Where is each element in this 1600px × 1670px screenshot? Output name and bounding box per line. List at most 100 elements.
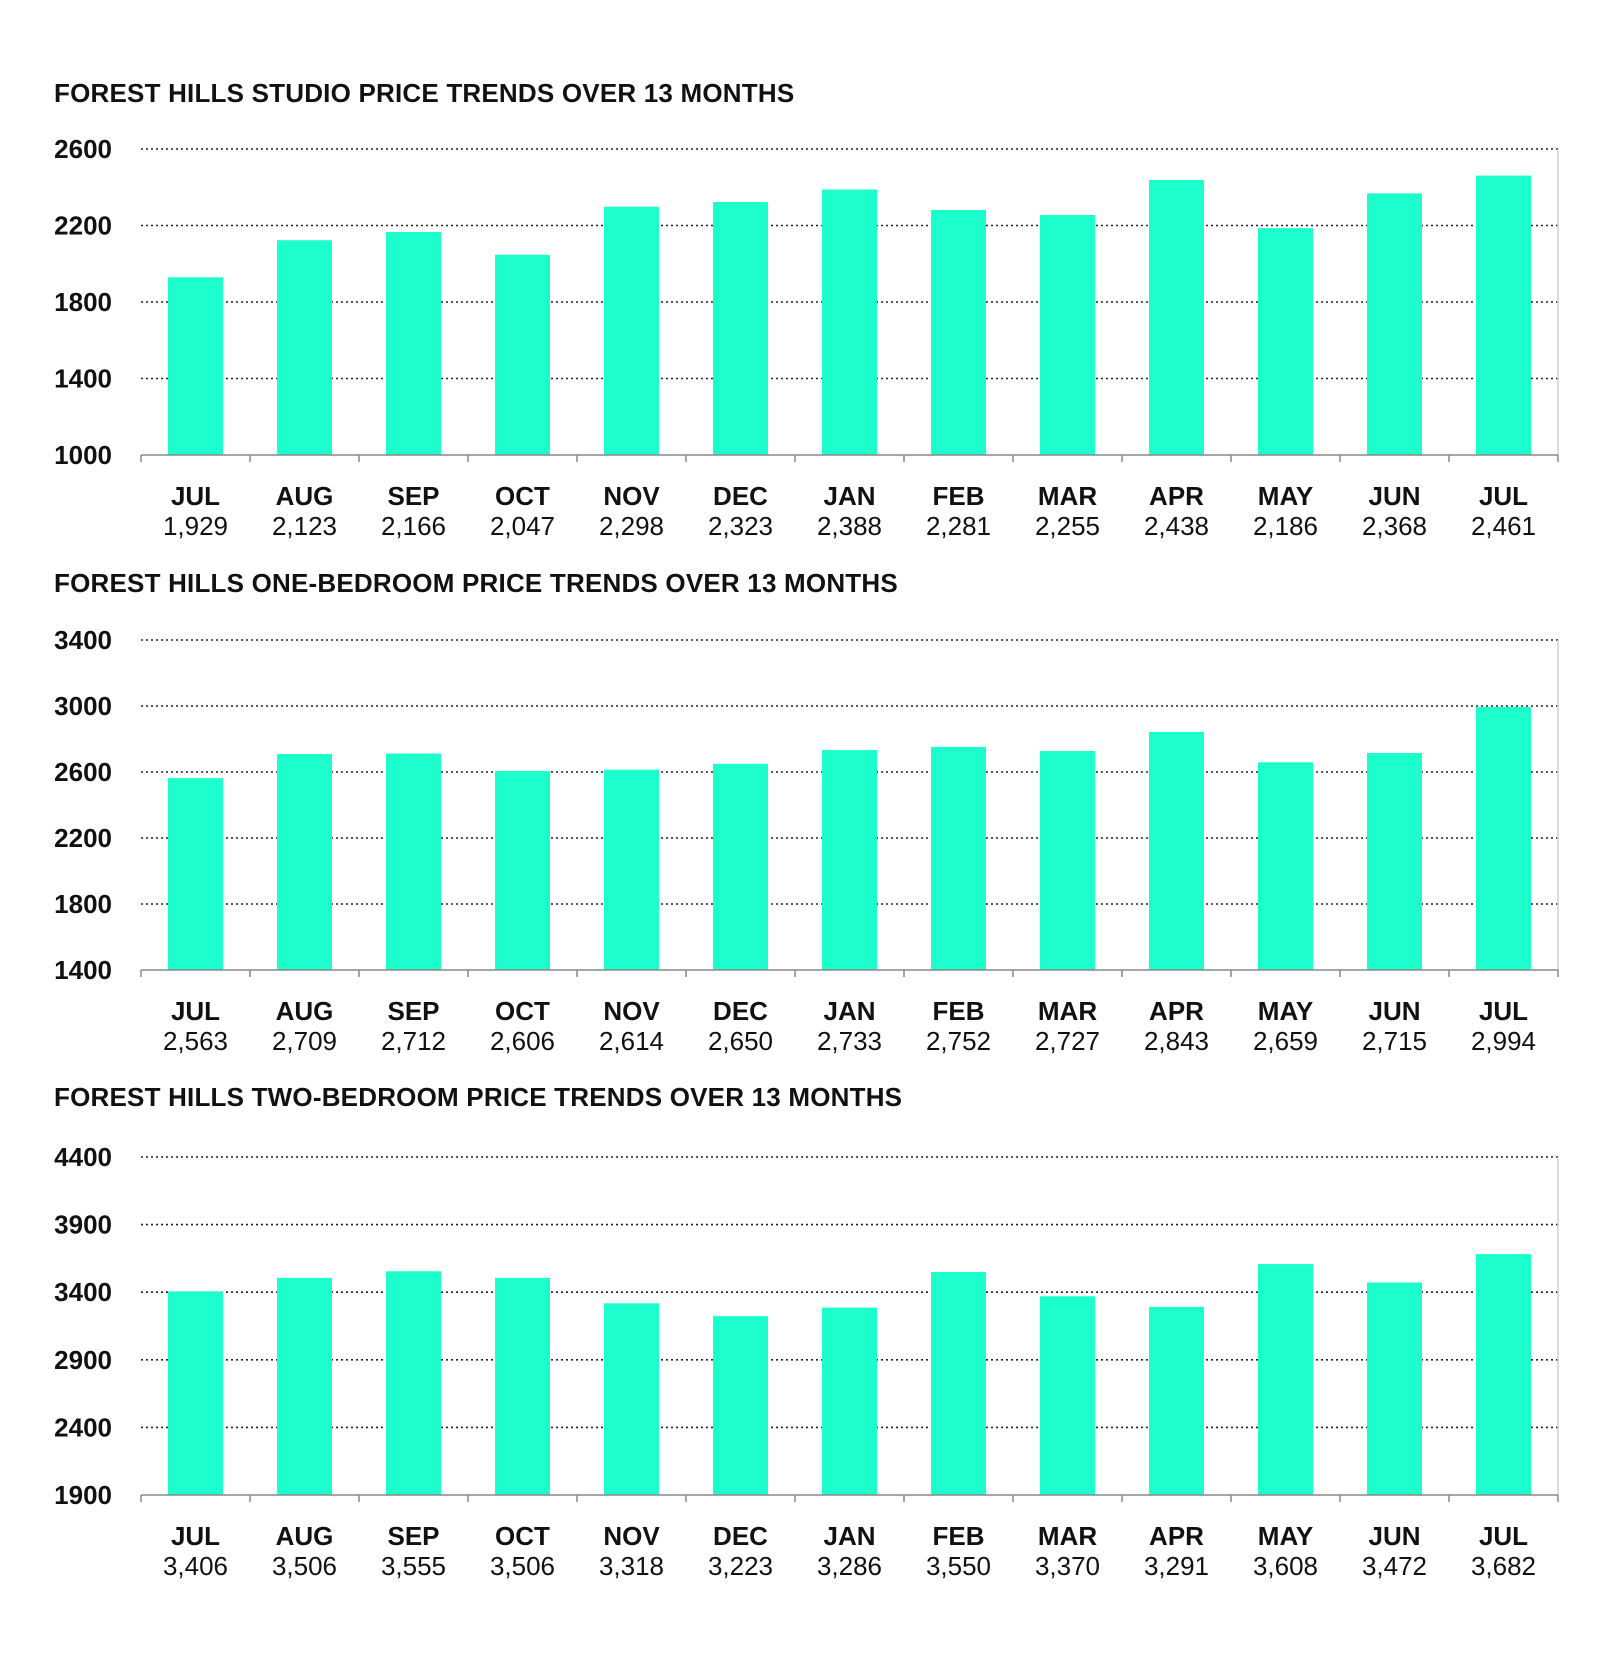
bar	[386, 1271, 441, 1495]
bar	[931, 210, 986, 455]
one-bedroom-chart-title: FOREST HILLS ONE-BEDROOM PRICE TRENDS OV…	[54, 568, 898, 598]
bar-value-label: 1,929	[163, 511, 228, 541]
y-tick-label: 3000	[54, 691, 112, 721]
bar-value-label: 2,388	[817, 511, 882, 541]
x-category-label: AUG	[276, 481, 334, 511]
y-tick-label: 2600	[54, 134, 112, 164]
bar-value-label: 2,727	[1035, 1026, 1100, 1056]
bar	[1476, 706, 1531, 970]
bar	[1367, 193, 1422, 455]
bar	[1149, 731, 1204, 970]
y-tick-label: 3900	[54, 1210, 112, 1240]
bar	[386, 753, 441, 970]
bar	[277, 754, 332, 970]
x-category-label: JUL	[171, 481, 220, 511]
bar	[604, 769, 659, 970]
bar	[168, 1291, 223, 1495]
y-tick-label: 2200	[54, 211, 112, 241]
x-category-label: OCT	[495, 481, 550, 511]
bar	[931, 1271, 986, 1495]
bar-value-label: 2,255	[1035, 511, 1100, 541]
bar-value-label: 3,472	[1362, 1551, 1427, 1581]
two-bedroom-chart-svg: 190024002900340039004400JUL3,406AUG3,506…	[54, 1142, 1559, 1581]
bar	[713, 763, 768, 970]
bar-value-label: 2,166	[381, 511, 446, 541]
bar-value-label: 3,318	[599, 1551, 664, 1581]
bar	[277, 240, 332, 455]
x-category-label: AUG	[276, 996, 334, 1026]
bar-value-label: 2,614	[599, 1026, 664, 1056]
x-category-label: FEB	[933, 1521, 985, 1551]
bar	[822, 1307, 877, 1495]
x-category-label: MAY	[1258, 1521, 1313, 1551]
bar	[604, 206, 659, 455]
bar-value-label: 2,186	[1253, 511, 1318, 541]
bar-value-label: 2,323	[708, 511, 773, 541]
bar	[1367, 1282, 1422, 1495]
bar-value-label: 2,843	[1144, 1026, 1209, 1056]
x-category-label: MAY	[1258, 481, 1313, 511]
bar	[1040, 751, 1095, 970]
bar	[1149, 1306, 1204, 1495]
bar-value-label: 3,406	[163, 1551, 228, 1581]
bar	[604, 1303, 659, 1495]
x-category-label: JUN	[1368, 481, 1420, 511]
y-tick-label: 3400	[54, 1277, 112, 1307]
x-category-label: SEP	[387, 1521, 439, 1551]
bar	[495, 771, 550, 970]
bar	[277, 1277, 332, 1495]
x-category-label: SEP	[387, 996, 439, 1026]
studio-chart-svg: 10001400180022002600JUL1,929AUG2,123SEP2…	[54, 134, 1559, 541]
x-category-label: SEP	[387, 481, 439, 511]
x-category-label: DEC	[713, 1521, 768, 1551]
bar-value-label: 2,650	[708, 1026, 773, 1056]
x-category-label: JAN	[823, 996, 875, 1026]
x-category-label: DEC	[713, 996, 768, 1026]
bar	[1476, 1254, 1531, 1495]
bar-value-label: 3,555	[381, 1551, 446, 1581]
bar-value-label: 3,370	[1035, 1551, 1100, 1581]
bar-value-label: 2,123	[272, 511, 337, 541]
bar	[1258, 1264, 1313, 1495]
bar	[168, 277, 223, 455]
bar-value-label: 2,715	[1362, 1026, 1427, 1056]
x-category-label: NOV	[603, 996, 660, 1026]
bar-value-label: 2,606	[490, 1026, 555, 1056]
bar	[168, 778, 223, 970]
y-tick-label: 4400	[54, 1142, 112, 1172]
y-tick-label: 1000	[54, 440, 112, 470]
x-category-label: JUL	[171, 1521, 220, 1551]
bar	[713, 1316, 768, 1495]
bar-value-label: 2,659	[1253, 1026, 1318, 1056]
bar-value-label: 2,994	[1471, 1026, 1536, 1056]
bar	[1367, 753, 1422, 970]
x-category-label: JUL	[1479, 996, 1528, 1026]
bar-value-label: 3,608	[1253, 1551, 1318, 1581]
y-tick-label: 1900	[54, 1480, 112, 1510]
x-category-label: JAN	[823, 1521, 875, 1551]
bar-value-label: 2,461	[1471, 511, 1536, 541]
bar-value-label: 3,223	[708, 1551, 773, 1581]
bar-value-label: 3,506	[272, 1551, 337, 1581]
bar	[1258, 228, 1313, 455]
y-tick-label: 2600	[54, 757, 112, 787]
y-tick-label: 1400	[54, 955, 112, 985]
bar-value-label: 3,550	[926, 1551, 991, 1581]
x-category-label: FEB	[933, 481, 985, 511]
bar	[1476, 175, 1531, 456]
x-category-label: OCT	[495, 1521, 550, 1551]
bar	[1040, 1296, 1095, 1495]
bar	[822, 189, 877, 456]
bar-value-label: 2,368	[1362, 511, 1427, 541]
y-tick-label: 3400	[54, 625, 112, 655]
x-category-label: JUL	[1479, 1521, 1528, 1551]
x-category-label: JUN	[1368, 1521, 1420, 1551]
x-category-label: APR	[1149, 481, 1204, 511]
bar-value-label: 2,298	[599, 511, 664, 541]
x-category-label: MAR	[1038, 1521, 1097, 1551]
bar-value-label: 2,733	[817, 1026, 882, 1056]
y-tick-label: 1400	[54, 364, 112, 394]
x-category-label: MAR	[1038, 996, 1097, 1026]
bar-value-label: 2,281	[926, 511, 991, 541]
bar	[713, 201, 768, 455]
